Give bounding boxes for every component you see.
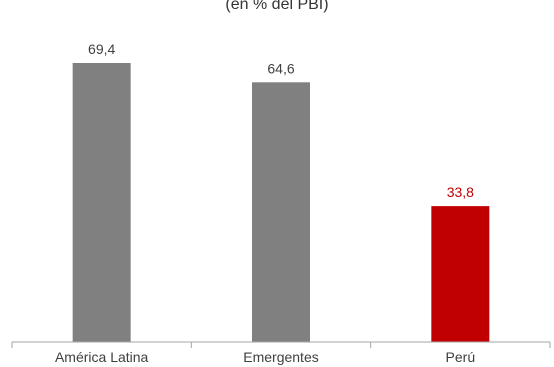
bar-america-latina — [72, 63, 131, 342]
data-label-emergentes: 64,6 — [267, 60, 294, 76]
x-axis: América Latina Emergentes Perú — [11, 341, 551, 365]
bar-emergentes — [252, 82, 310, 343]
bar-peru — [431, 206, 490, 342]
data-label-america-latina: 69,4 — [88, 41, 115, 57]
bars-group — [72, 63, 490, 343]
x-tick-label-america-latina: América Latina — [55, 349, 149, 365]
chart-title: (en % del PBI) — [225, 0, 328, 13]
data-label-peru: 33,8 — [447, 184, 474, 200]
data-labels-group: 69,4 64,6 33,8 — [88, 41, 474, 200]
x-tick-label-peru: Perú — [446, 349, 476, 365]
x-tick-label-emergentes: Emergentes — [243, 349, 318, 365]
